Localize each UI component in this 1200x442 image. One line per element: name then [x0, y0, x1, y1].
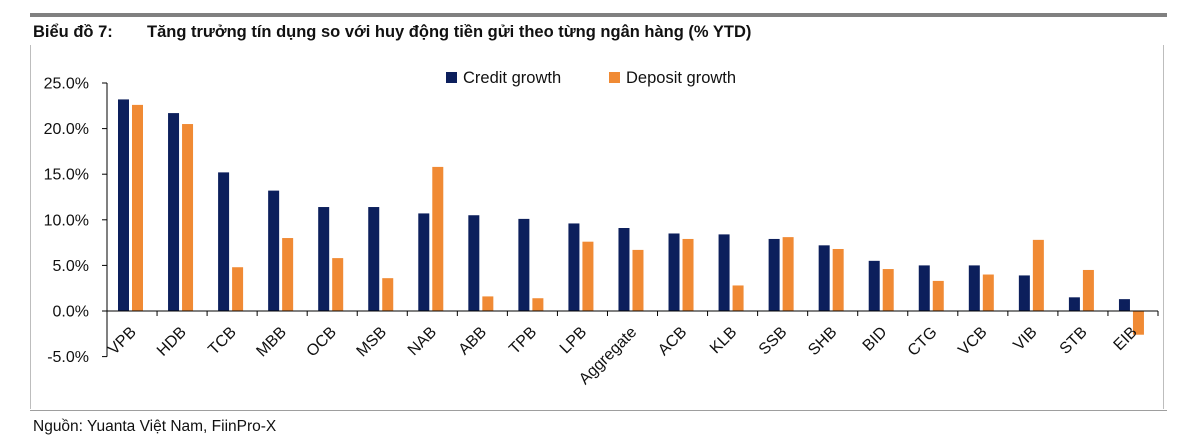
- x-tick-label-ocb: OCB: [303, 324, 340, 361]
- bar-deposit-vcb: [982, 274, 994, 311]
- legend-swatch-deposit: [609, 72, 620, 83]
- bar-credit-msb: [368, 207, 380, 311]
- y-tick-label: 25.0%: [44, 76, 89, 93]
- bar-deposit-tcb: [232, 267, 244, 311]
- x-tick-label-acb: ACB: [655, 324, 690, 359]
- bar-deposit-vib: [1032, 239, 1044, 311]
- bar-credit-hdb: [168, 113, 180, 311]
- legend: Credit growth Deposit growth: [446, 69, 736, 87]
- x-tick-label-tcb: TCB: [205, 324, 240, 359]
- source-note: Nguồn: Yuanta Việt Nam, FiinPro-X: [33, 418, 277, 435]
- bar-deposit-aggregate: [632, 249, 644, 311]
- figure-title-text: Tăng trưởng tín dụng so với huy động tiề…: [147, 23, 752, 41]
- y-tick-label: 0.0%: [53, 304, 89, 321]
- bar-credit-shb: [818, 245, 830, 311]
- x-tick-label-stb: STB: [1057, 324, 1091, 358]
- bar-deposit-nab: [432, 166, 444, 311]
- frame-right-border: [1163, 45, 1164, 409]
- bar-deposit-eib: [1132, 311, 1144, 335]
- x-tick-label-vpb: VPB: [105, 324, 140, 359]
- bar-credit-ocb: [318, 207, 330, 311]
- bar-credit-vpb: [118, 99, 129, 311]
- bar-deposit-ocb: [332, 258, 344, 311]
- bar-credit-aggregate: [618, 228, 630, 311]
- bar-deposit-bid: [882, 269, 894, 311]
- x-tick-label-ctg: CTG: [905, 324, 941, 360]
- bar-deposit-vpb: [132, 104, 143, 311]
- top-rule: [30, 13, 1167, 17]
- bar-deposit-ssb: [782, 237, 794, 311]
- bar-credit-ctg: [918, 265, 930, 311]
- bar-credit-tcb: [218, 172, 230, 311]
- bar-deposit-msb: [382, 278, 394, 311]
- y-tick-label: 10.0%: [44, 212, 89, 229]
- bar-credit-nab: [418, 213, 430, 311]
- y-tick-label: 20.0%: [44, 121, 89, 138]
- x-tick-label-vib: VIB: [1010, 324, 1040, 354]
- bar-deposit-shb: [832, 248, 844, 311]
- x-tick-label-vcb: VCB: [955, 324, 990, 359]
- bar-deposit-mbb: [282, 238, 294, 311]
- frame-left-border: [30, 45, 31, 409]
- bar-deposit-stb: [1082, 269, 1094, 311]
- legend-label-deposit: Deposit growth: [626, 69, 736, 87]
- x-tick-label-hdb: HDB: [154, 324, 190, 360]
- bar-credit-vib: [1018, 275, 1030, 311]
- x-tick-label-lpb: LPB: [557, 324, 590, 357]
- bar-credit-mbb: [268, 190, 280, 311]
- bar-credit-bid: [868, 260, 880, 311]
- bar-credit-acb: [668, 233, 680, 311]
- legend-swatch-credit: [446, 72, 457, 83]
- bar-credit-klb: [718, 234, 730, 311]
- y-tick-label: 15.0%: [44, 167, 89, 184]
- x-tick-label-tpb: TPB: [506, 324, 540, 358]
- axes-group: 25.0% 20.0% 15.0% 10.0% 5.0% 0.0% -5.0% VPB HDB T…: [44, 76, 1159, 388]
- bar-credit-lpb: [568, 223, 580, 311]
- x-tick-label-bid: BID: [860, 324, 891, 355]
- x-tick-label-ssb: SSB: [756, 324, 791, 359]
- x-tick-label-msb: MSB: [354, 324, 391, 361]
- bars-group: [118, 99, 1144, 335]
- bar-credit-vcb: [968, 265, 980, 311]
- bottom-rule: [30, 410, 1167, 411]
- bar-deposit-abb: [482, 296, 494, 311]
- bar-credit-abb: [468, 215, 480, 311]
- y-tick-label: -5.0%: [47, 349, 89, 366]
- y-tick-label: 5.0%: [53, 258, 89, 275]
- bar-deposit-klb: [732, 285, 744, 311]
- bar-deposit-acb: [682, 238, 694, 311]
- bar-deposit-ctg: [932, 280, 944, 311]
- bar-credit-eib: [1118, 299, 1130, 311]
- bar-deposit-hdb: [182, 124, 194, 311]
- chart-title: Biểu đồ 7: Tăng trưởng tín dụng so với hu…: [33, 23, 751, 42]
- bar-deposit-tpb: [532, 298, 544, 311]
- x-tick-label-mbb: MBB: [253, 324, 290, 361]
- x-tick-label-nab: NAB: [405, 324, 440, 359]
- x-tick-label-klb: KLB: [707, 324, 740, 357]
- x-tick-label-abb: ABB: [456, 324, 491, 359]
- figure-label: Biểu đồ 7:: [33, 23, 113, 41]
- x-tick-label-shb: SHB: [805, 324, 840, 359]
- bar-deposit-lpb: [582, 241, 594, 311]
- bar-credit-stb: [1068, 297, 1080, 311]
- bar-credit-tpb: [518, 218, 530, 311]
- legend-label-credit: Credit growth: [463, 69, 561, 87]
- bar-credit-ssb: [768, 238, 780, 311]
